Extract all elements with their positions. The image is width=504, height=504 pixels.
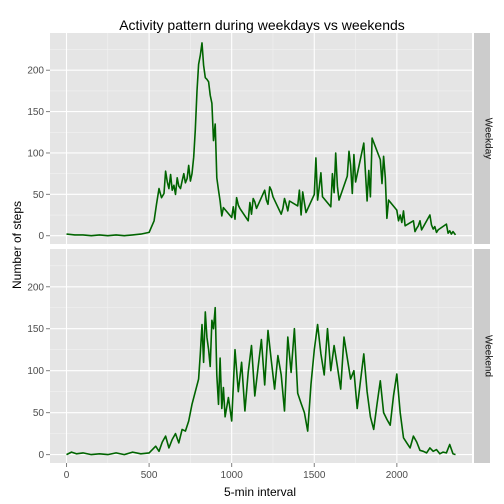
series-line-weekend (66, 306, 456, 456)
y-axis-title: Number of steps (10, 201, 24, 289)
facet-strip (474, 249, 490, 463)
y-tick-label: 100 (27, 366, 44, 377)
x-axis-title: 5-min interval (224, 485, 296, 499)
panel-weekend: 0 50 100 150 200 Weekend (27, 249, 494, 463)
y-tick-label: 0 (38, 450, 44, 461)
panel-background (50, 33, 472, 244)
facet-panels: 0 50 100 150 200 Weekday 0 50 100 150 200 Weekend (27, 33, 494, 463)
panel-background (50, 249, 472, 463)
x-tick-label: 0 (64, 470, 70, 481)
chart-title: Activity pattern during weekdays vs week… (119, 17, 405, 33)
y-tick-label: 150 (27, 107, 44, 118)
facet-label-weekend: Weekend (483, 335, 494, 377)
y-tick-label: 200 (27, 282, 44, 293)
facet-label-weekday: Weekday (483, 118, 494, 160)
x-tick-label: 1000 (221, 470, 244, 481)
x-axis: 0 500 1000 1500 2000 (64, 463, 409, 481)
x-tick-label: 2000 (386, 470, 409, 481)
panel-weekday: 0 50 100 150 200 Weekday (27, 33, 494, 244)
y-tick-label: 0 (38, 231, 44, 242)
y-tick-label: 200 (27, 66, 44, 77)
facet-strip (474, 33, 490, 244)
x-tick-label: 1500 (303, 470, 326, 481)
y-tick-label: 150 (27, 324, 44, 335)
y-tick-label: 50 (33, 408, 45, 419)
x-tick-label: 500 (141, 470, 158, 481)
y-tick-label: 100 (27, 148, 44, 159)
y-tick-label: 50 (33, 190, 45, 201)
series-line-weekday (66, 42, 457, 237)
